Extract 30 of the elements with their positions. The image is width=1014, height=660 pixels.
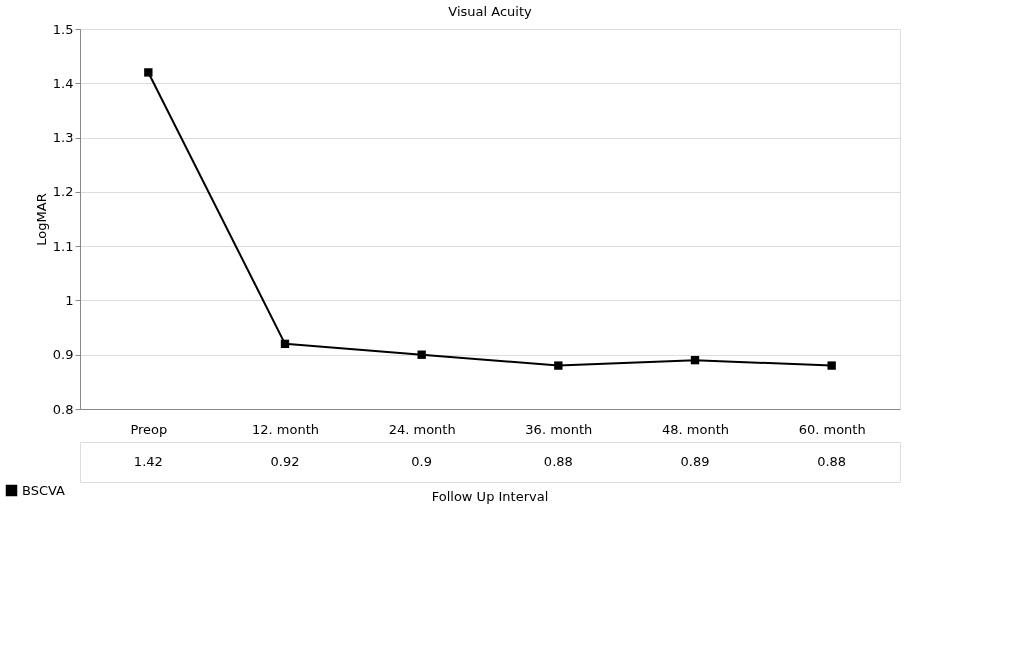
x-tick-label: 12. month: [252, 421, 319, 437]
y-tick-label: 0.8: [52, 401, 74, 417]
point: [554, 361, 563, 370]
data-label: 0.88: [543, 454, 573, 469]
y-tick-label: 1.2: [52, 184, 74, 200]
data-label: 1.42: [133, 454, 163, 469]
data-label: 0.92: [270, 454, 300, 469]
point: [417, 350, 426, 359]
y-tick-label: 1.3: [52, 130, 74, 146]
point: [690, 355, 700, 365]
x-tick-label: 36. month: [525, 421, 593, 437]
data-label: 0.88: [817, 454, 847, 469]
legend-label: BSCVA: [22, 482, 66, 498]
y-tick-label: 1.1: [52, 238, 74, 254]
x-tick-label: 24. month: [388, 421, 456, 437]
x-tick-label: 60. month: [798, 421, 866, 437]
y-tick-label: 0.9: [52, 347, 74, 363]
chart-title: Visual Acuity: [448, 4, 532, 19]
y-axis-title: LogMAR: [33, 193, 49, 246]
x-tick-label: Preop: [130, 421, 168, 437]
point: [827, 361, 836, 370]
point: [144, 68, 153, 77]
x-axis-title: Follow Up Interval: [431, 489, 549, 504]
point: [280, 339, 290, 349]
y-tick-label: 1.4: [52, 75, 74, 91]
y-tick-label: 1.5: [52, 21, 74, 37]
y-tick-label: 1: [65, 292, 74, 308]
data-label: 0.9: [411, 454, 433, 469]
data-label: 0.89: [680, 454, 710, 469]
x-tick-label: 48. month: [662, 421, 729, 437]
